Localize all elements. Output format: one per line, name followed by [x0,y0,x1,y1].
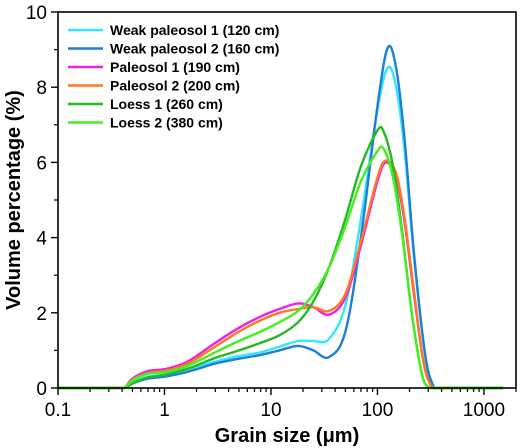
legend-label-6: Loess 2 (380 cm) [110,115,223,131]
series-line-2 [57,44,503,390]
x-tick-label: 100 [362,400,394,421]
series-line-4 [57,159,503,390]
y-axis-ticks: 0 2 4 6 8 10 [26,3,58,400]
legend-label-5: Loess 1 (260 cm) [110,96,223,112]
y-tick-label: 8 [36,78,47,99]
y-tick-label: 4 [36,229,47,250]
series-curves [57,44,503,390]
x-tick-label: 1000 [463,400,505,421]
x-tick-label: 0.1 [45,400,71,421]
y-tick-label: 0 [36,379,47,400]
legend-label-2: Weak paleosol 2 (160 cm) [110,41,279,57]
series-line-3 [57,161,503,390]
x-tick-label: 10 [260,400,281,421]
x-axis-title: Grain size (μm) [215,425,360,447]
legend: Weak paleosol 1 (120 cm) Weak paleosol 2 … [68,22,279,131]
series-line-6 [57,145,503,390]
legend-label-1: Weak paleosol 1 (120 cm) [110,22,279,38]
y-tick-label: 6 [36,153,47,174]
legend-label-3: Paleosol 1 (190 cm) [110,59,240,75]
x-axis-ticks: 0.1 1 10 100 1000 [45,388,517,421]
y-axis-title: Volume percentage (%) [3,90,25,310]
y-tick-label: 2 [36,304,47,325]
y-tick-label: 10 [26,3,47,24]
legend-label-4: Paleosol 2 (200 cm) [110,78,240,94]
series-line-5 [57,125,503,390]
x-tick-label: 1 [159,400,170,421]
